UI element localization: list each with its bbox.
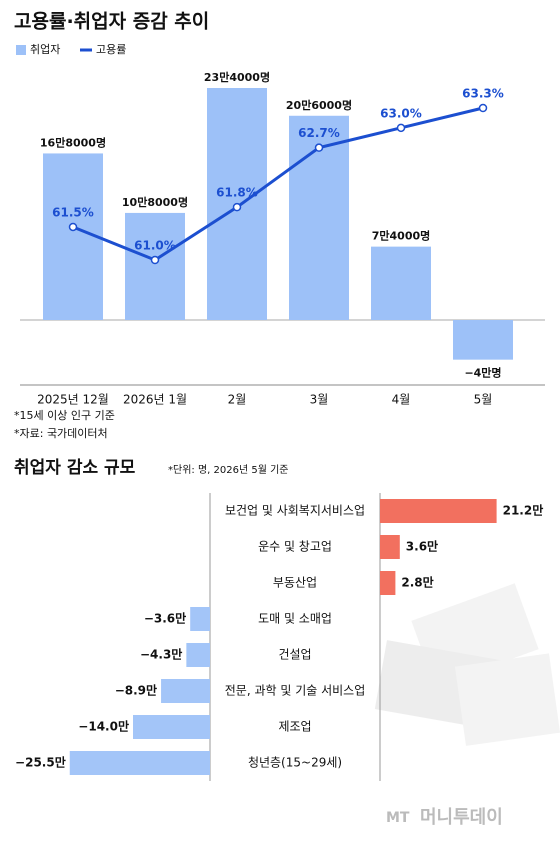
chart-title: 취업자 감소 규모 xyxy=(14,457,136,478)
category-label: 청년층(15~29세) xyxy=(248,756,342,770)
chart-subtitle: *단위: 명, 2026년 5월 기준 xyxy=(168,463,288,476)
line-value-label: 62.7% xyxy=(298,126,340,140)
line-value-label: 63.0% xyxy=(380,106,422,120)
legend-swatch xyxy=(16,45,26,55)
category-label: 건설업 xyxy=(278,648,311,662)
value-label: −8.9만 xyxy=(115,683,157,698)
legend-label: 고용률 xyxy=(96,43,126,56)
legend-label: 취업자 xyxy=(30,43,60,56)
x-tick-label: 2025년 12월 xyxy=(37,393,109,407)
line xyxy=(72,106,484,262)
value-label: −25.5만 xyxy=(15,755,66,770)
line-point xyxy=(150,255,160,265)
category-label: 도매 및 소매업 xyxy=(258,612,332,626)
line-value-label: 61.0% xyxy=(134,239,176,253)
bar xyxy=(161,679,210,703)
x-tick-label: 2월 xyxy=(228,393,247,407)
bar xyxy=(380,499,497,523)
chart-title: 고용률·취업자 증감 추이 xyxy=(14,11,209,33)
watermark: MT xyxy=(386,810,410,826)
line-point xyxy=(232,202,242,212)
value-label: −4.3만 xyxy=(140,647,182,662)
note: *15세 이상 인구 기준 xyxy=(14,409,115,422)
line-point xyxy=(478,103,488,113)
line-point xyxy=(68,222,78,232)
bar xyxy=(125,212,185,320)
line-point xyxy=(396,123,406,133)
value-label: 3.6만 xyxy=(406,539,438,554)
bar xyxy=(186,643,210,667)
category-label: 제조업 xyxy=(278,720,311,734)
bar-value-label: 10만8000명 xyxy=(122,195,188,209)
value-label: 21.2만 xyxy=(503,503,544,518)
x-tick-label: 4월 xyxy=(392,393,411,407)
bar xyxy=(453,320,513,360)
note: *자료: 국가데이터처 xyxy=(14,427,108,440)
bar-value-label: 23만4000명 xyxy=(204,70,270,84)
bar xyxy=(190,607,210,631)
watermark: 머니투데이 xyxy=(420,807,503,828)
bar xyxy=(380,535,400,559)
x-tick-label: 2026년 1월 xyxy=(123,393,187,407)
category-label: 운수 및 창고업 xyxy=(258,540,332,554)
bar-value-label: −4만명 xyxy=(464,366,501,380)
bar-value-label: 16만8000명 xyxy=(40,135,106,149)
category-label: 부동산업 xyxy=(273,576,317,590)
value-label: −3.6만 xyxy=(144,611,186,626)
bar xyxy=(133,715,210,739)
category-label: 보건업 및 사회복지서비스업 xyxy=(225,504,365,518)
x-tick-label: 3월 xyxy=(310,393,329,407)
x-tick-label: 5월 xyxy=(474,393,493,407)
line-value-label: 61.8% xyxy=(216,186,258,200)
category-label: 전문, 과학 및 기술 서비스업 xyxy=(225,684,366,698)
bar-value-label: 20만6000명 xyxy=(286,98,352,112)
line-value-label: 61.5% xyxy=(52,205,94,219)
bar xyxy=(69,751,210,775)
value-label: 2.8만 xyxy=(401,575,433,590)
bar xyxy=(380,571,396,595)
bar-value-label: 7만4000명 xyxy=(372,229,431,243)
line-point xyxy=(314,143,324,152)
bar xyxy=(371,246,431,320)
decoration xyxy=(374,583,560,746)
bar xyxy=(43,153,103,320)
value-label: −14.0만 xyxy=(78,719,129,734)
line-value-label: 63.3% xyxy=(462,87,504,101)
